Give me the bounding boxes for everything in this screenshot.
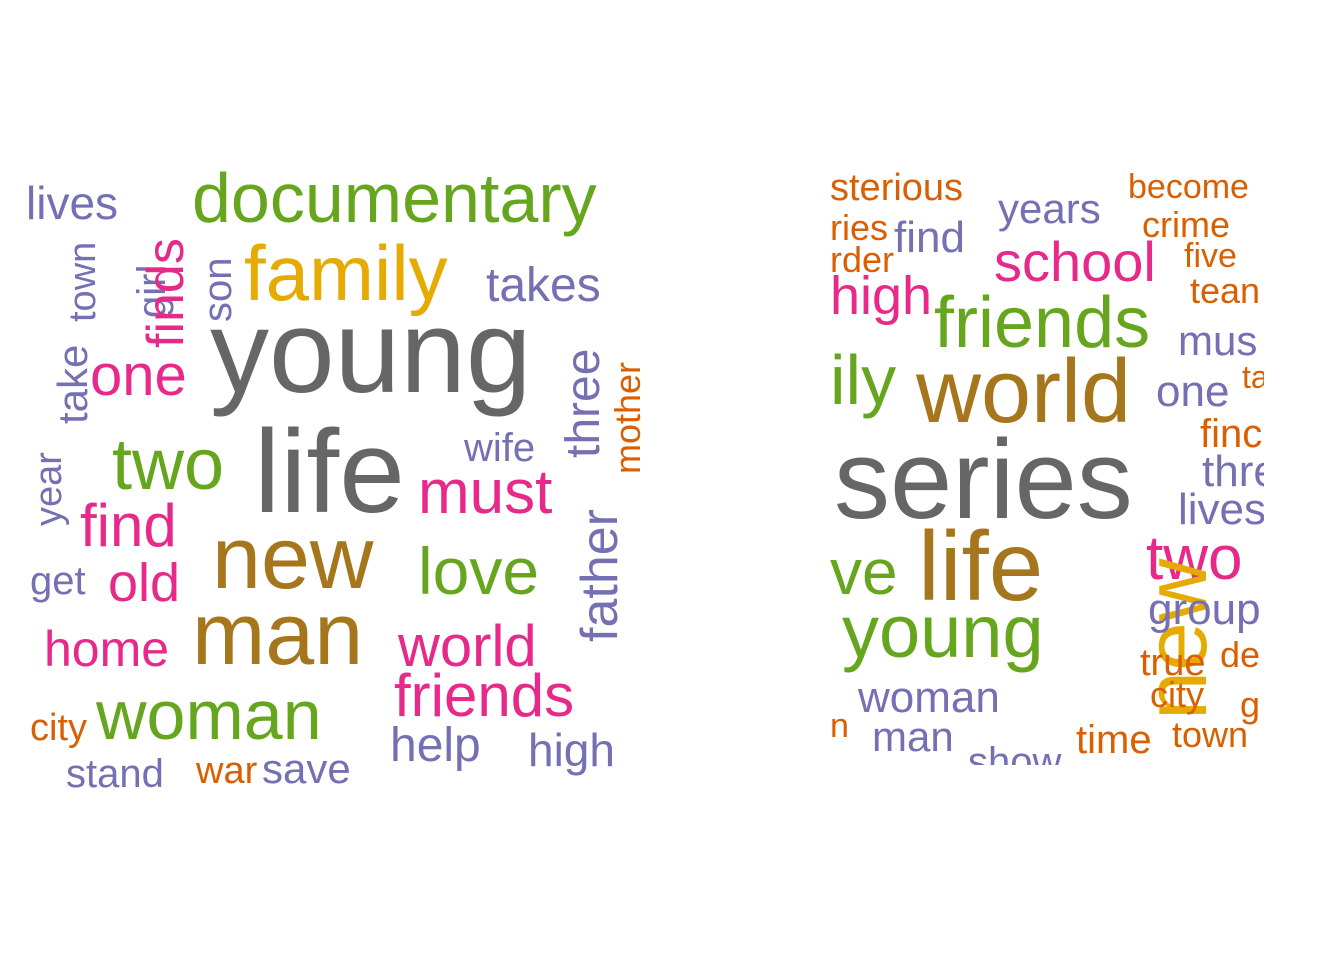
word-ries: ries — [830, 207, 889, 249]
word-lives: lives — [26, 177, 119, 230]
word-n: n — [830, 707, 849, 746]
word-old: old — [108, 553, 181, 614]
word-rder: rder — [830, 239, 895, 281]
word-cloud-left: lives documentary town girl finds son family ta… — [20, 160, 652, 800]
word-take: take — [49, 344, 96, 424]
word-town: town — [62, 241, 104, 322]
word-love: love — [418, 534, 540, 609]
word-mus: mus — [1178, 316, 1258, 364]
word-find: find — [80, 491, 177, 559]
word-group: group — [1148, 585, 1261, 635]
word-woman: woman — [858, 673, 1000, 723]
word-de: de — [1220, 634, 1261, 676]
word-woman: woman — [96, 675, 322, 754]
word-man: man — [872, 712, 954, 760]
word-show: show — [968, 739, 1062, 765]
word-must: must — [418, 457, 553, 527]
word-city: city — [30, 706, 87, 749]
word-true: true — [1140, 641, 1206, 684]
word-young: young — [842, 590, 1044, 674]
word-finc: finc — [1200, 411, 1263, 456]
word-war: war — [196, 749, 258, 792]
word-five: five — [1184, 237, 1237, 276]
word-ily: ily — [830, 340, 897, 419]
word-sterious: sterious — [830, 166, 964, 209]
word-town: town — [1172, 714, 1249, 756]
word-time: time — [1076, 717, 1152, 762]
word-cloud-right: sterious become years ries find crime rder scho… — [830, 160, 1264, 765]
word-life: life — [918, 511, 1044, 622]
word-takes: takes — [486, 258, 601, 312]
word-young: young — [210, 286, 532, 419]
word-wife: wife — [464, 425, 536, 470]
word-lives: lives — [1178, 485, 1264, 535]
word-ve: ve — [830, 536, 898, 609]
word-high: high — [830, 266, 933, 327]
word-year: year — [28, 452, 70, 526]
word-two: two — [112, 424, 225, 505]
word-man: man — [192, 584, 364, 684]
word-new: new — [212, 508, 374, 608]
word-crime: crime — [1142, 204, 1230, 246]
word-find: find — [894, 213, 965, 263]
word-documentary: documentary — [192, 160, 597, 237]
word-world: world — [398, 613, 537, 679]
word-tean: tean — [1190, 270, 1261, 312]
word-stand: stand — [66, 751, 164, 796]
word-family: family — [244, 229, 448, 318]
word-one: one — [1156, 367, 1230, 417]
word-world: world — [916, 341, 1132, 442]
word-friends: friends — [394, 661, 575, 729]
word-city: city — [1150, 674, 1204, 716]
word-series: series — [834, 416, 1133, 542]
word-years: years — [998, 184, 1101, 232]
word-g: g — [1240, 684, 1261, 726]
word-get: get — [30, 558, 86, 603]
word-finds: finds — [137, 238, 195, 348]
word-mother: mother — [607, 361, 648, 474]
word-friends: friends — [934, 282, 1151, 363]
word-life: life — [254, 406, 405, 539]
word-father: father — [571, 509, 629, 642]
word-high: high — [528, 724, 615, 777]
word-ta: ta — [1242, 359, 1264, 396]
word-become: become — [1128, 168, 1249, 207]
word-two: two — [1146, 523, 1243, 593]
word-help: help — [390, 718, 481, 772]
word-thre: thre — [1202, 447, 1264, 497]
word-school: school — [994, 230, 1156, 294]
word-save: save — [262, 744, 351, 792]
word-home: home — [44, 620, 170, 677]
word-three: three — [557, 348, 610, 458]
word-one: one — [90, 342, 187, 408]
